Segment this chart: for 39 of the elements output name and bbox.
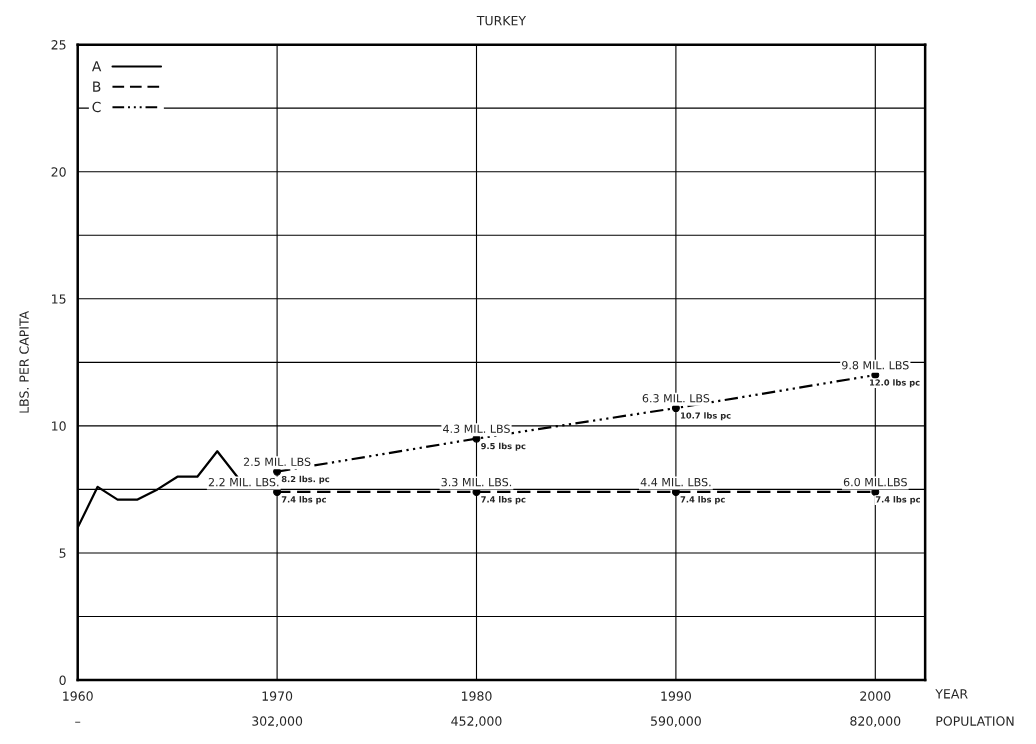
y-tick-label: 20 [51,167,66,177]
data-label: 10.7 lbs pc [681,412,731,421]
text: 302,000 [252,716,303,728]
annotation: 9.8 MIL. LBS [842,361,909,370]
text: 820,000 [850,716,901,728]
text: 590,000 [651,716,701,728]
legend-label: A [91,61,102,72]
y-tick-label: 5 [59,548,66,558]
data-label: 7.4 lbs pc [680,496,725,505]
annotation: 6.3 MIL. LBS [642,394,710,403]
data-label: 7.4 lbs pc [481,496,526,505]
legend-label: C [92,101,101,113]
x-tick-label: 1980 [461,691,492,701]
x-tick-label: 1970 [262,691,293,701]
text: – [75,721,81,723]
x-tick-label: 1990 [661,691,691,701]
annotation: 6.0 MIL.LBS [843,477,907,487]
y-tick-label: 0 [59,675,66,685]
x-axis-title: YEAR [935,689,968,699]
x-tick-label: 2000 [860,691,891,701]
data-label: 7.4 lbs pc [281,496,326,505]
data-label: 9.5 lbs pc [481,442,526,451]
data-label: 8.2 lbs. pc [281,475,330,484]
data-label: 7.4 lbs pc [875,496,920,505]
y-axis-title: LBS. PER CAPITA [19,310,29,413]
y-tick-label: 10 [52,421,66,431]
annotation: 3.3 MIL. LBS. [441,477,512,487]
legend-label: B [93,81,101,92]
x-tick-label: 1960 [63,691,93,701]
text: POPULATION [936,716,1014,726]
data-label: 12.0 lbs pc [869,379,920,388]
annotation: 4.3 MIL. LBS [443,424,510,433]
chart-title: TURKEY [476,16,527,26]
y-tick-label: 25 [51,40,66,50]
text: 452,000 [451,716,502,728]
annotation: 2.5 MIL. LBS [243,457,311,466]
annotation: 2.2 MIL. LBS. [208,477,279,487]
annotation: 4.4 MIL. LBS. [640,477,711,487]
y-tick-label: 15 [52,294,66,304]
